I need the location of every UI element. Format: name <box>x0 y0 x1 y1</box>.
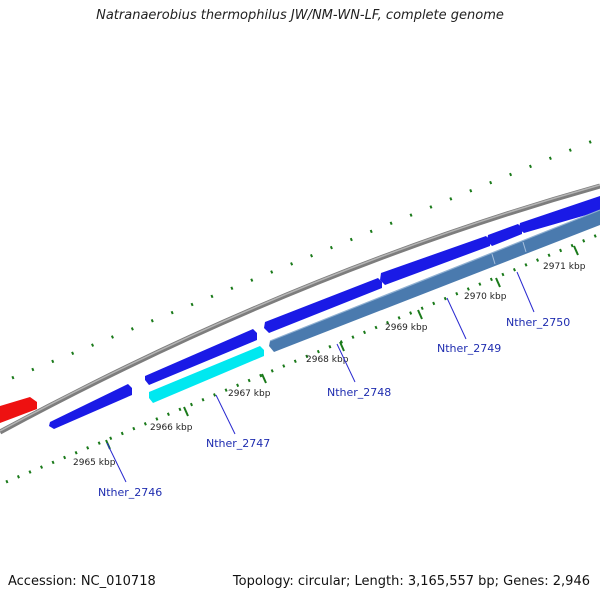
scale-label: 2967 kbp <box>228 389 271 399</box>
reverse-strand-genes <box>149 209 600 403</box>
gene-label-nther-2747[interactable]: Nther_2747 <box>206 437 270 450</box>
major-tick-2969 <box>417 309 423 320</box>
major-tick-2971 <box>573 245 579 256</box>
scale-labels: 2965 kbp 2966 kbp 2967 kbp 2968 kbp 2969… <box>73 262 586 468</box>
gene-label-nther-2750[interactable]: Nther_2750 <box>506 316 570 329</box>
gene-label-nther-2749[interactable]: Nther_2749 <box>437 342 501 355</box>
scale-label: 2970 kbp <box>464 292 507 302</box>
gene-2750-forward[interactable] <box>487 224 522 246</box>
gene-reverse-block-edge <box>269 209 600 342</box>
inner-tick-track <box>5 232 600 484</box>
gene-nther-2747[interactable] <box>149 346 264 403</box>
gene-labels: Nther_2746 Nther_2747 Nther_2748 Nther_2… <box>98 316 570 499</box>
leader-nther-2746 <box>106 442 127 483</box>
gene-2749-forward[interactable] <box>380 236 490 285</box>
major-tick-2970 <box>495 277 501 288</box>
genome-backbone-highlight <box>0 184 600 432</box>
gene-red[interactable] <box>0 397 37 423</box>
scale-label: 2965 kbp <box>73 458 116 468</box>
gene-label-leaders <box>106 271 535 483</box>
gene-2747-forward[interactable] <box>145 329 257 385</box>
leader-nther-2750 <box>516 271 535 313</box>
scale-label: 2969 kbp <box>385 323 428 333</box>
map-title: Natranaerobius thermophilus JW/NM-WN-LF,… <box>96 8 504 23</box>
gene-boundary-2749-2750 <box>491 253 496 265</box>
gene-next-forward[interactable] <box>519 196 600 233</box>
major-tick-2968 <box>339 341 345 352</box>
major-tick-2967 <box>261 373 267 384</box>
inner-minor-ticks <box>5 232 600 484</box>
gene-2748-forward[interactable] <box>264 278 382 333</box>
genome-summary-text: Topology: circular; Length: 3,165,557 bp… <box>232 574 590 589</box>
leader-nther-2748 <box>336 343 356 383</box>
gene-label-nther-2746[interactable]: Nther_2746 <box>98 486 162 499</box>
gene-reverse-block[interactable] <box>269 210 600 352</box>
forward-strand-genes <box>0 196 600 429</box>
gene-label-nther-2748[interactable]: Nther_2748 <box>327 386 391 399</box>
genome-backbone <box>0 183 600 435</box>
leader-nther-2749 <box>446 297 467 340</box>
scale-label: 2968 kbp <box>306 355 349 365</box>
gene-boundary-2750-next <box>522 241 527 253</box>
scale-label: 2966 kbp <box>150 423 193 433</box>
leader-nther-2747 <box>215 394 236 435</box>
scale-label: 2971 kbp <box>543 262 586 272</box>
major-tick-2966 <box>183 406 189 417</box>
accession-text: Accession: NC_010718 <box>8 574 156 589</box>
gene-nther-2746[interactable] <box>49 384 132 429</box>
